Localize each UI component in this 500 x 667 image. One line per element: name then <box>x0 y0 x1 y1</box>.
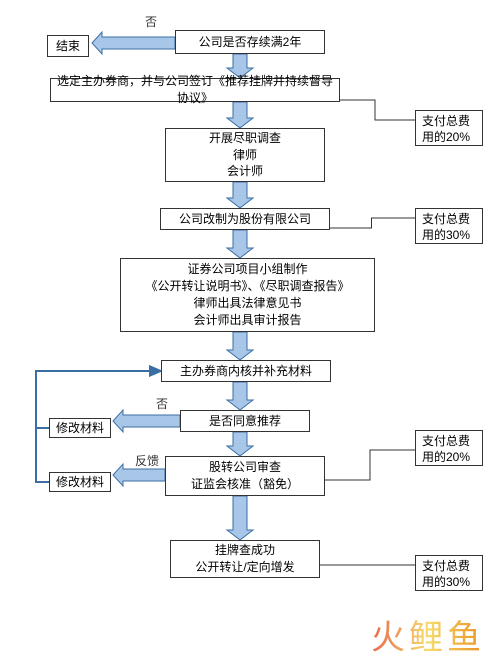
arrow-down-2 <box>227 182 253 208</box>
node-n1: 选定主办券商，并与公司签订《推荐挂牌并持续督导协议》 <box>50 78 340 102</box>
arrow-down-4 <box>227 332 253 360</box>
label-no2: 否 <box>156 395 168 412</box>
node-n5: 主办券商内核并补充材料 <box>161 360 331 382</box>
label-no1: 否 <box>145 13 157 30</box>
node-end: 结束 <box>47 35 89 57</box>
label-fb: 反馈 <box>135 452 159 469</box>
callout-c4: 支付总费用的30% <box>415 555 483 591</box>
node-n7: 股转公司审查证监会核准（豁免） <box>165 456 325 496</box>
node-rev2: 修改材料 <box>49 472 111 492</box>
node-n4: 证券公司项目小组制作《公开转让说明书》、《尽职调查报告》律师出具法律意见书会计师… <box>120 258 375 332</box>
leader-c2 <box>328 218 415 228</box>
node-rev1: 修改材料 <box>49 418 111 438</box>
node-n8: 挂牌查成功公开转让/定向增发 <box>170 540 320 578</box>
arrow-down-5 <box>227 382 253 410</box>
watermark: 火鲤鱼 <box>371 610 485 659</box>
node-n3: 公司改制为股份有限公司 <box>160 208 330 230</box>
node-n6: 是否同意推荐 <box>180 410 310 432</box>
callout-c3: 支付总费用的20% <box>415 430 483 466</box>
leader-c1 <box>335 100 415 120</box>
arrow-down-3 <box>227 230 253 258</box>
arrow-down-6 <box>227 432 253 456</box>
node-start: 公司是否存续满2年 <box>175 30 325 54</box>
callout-c2: 支付总费用的30% <box>415 208 483 244</box>
leader-c3 <box>325 450 415 480</box>
arrow-left-0 <box>92 32 175 54</box>
node-n2a: 开展尽职调查律师会计师 <box>165 128 325 182</box>
arrow-left-1 <box>113 410 180 432</box>
callout-c1: 支付总费用的20% <box>415 110 483 146</box>
arrow-down-7 <box>227 496 253 540</box>
